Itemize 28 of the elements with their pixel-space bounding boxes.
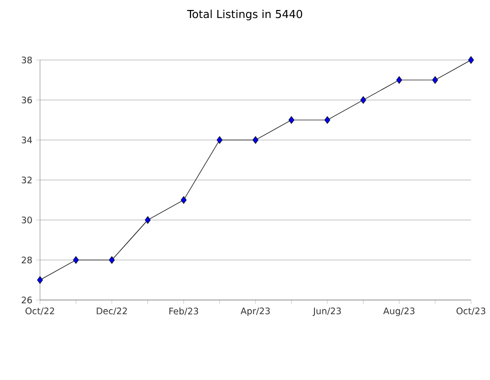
point xyxy=(468,56,474,64)
x-tick-label: Oct/23 xyxy=(456,308,486,315)
y-tick-label: 36 xyxy=(22,96,32,104)
y-tick-label: 26 xyxy=(22,296,32,304)
y-tick-label: 34 xyxy=(22,136,32,144)
point xyxy=(180,196,187,204)
y-tick-label: 32 xyxy=(22,176,32,184)
x-tick-label: Feb/23 xyxy=(169,308,198,316)
y-tick-label: 30 xyxy=(22,216,32,224)
x-tick-label: Apr/23 xyxy=(240,308,270,316)
point xyxy=(216,136,223,144)
x-tick-label: Dec/22 xyxy=(96,308,127,315)
x-tick-label: Jun/23 xyxy=(312,308,341,316)
y-tick-label: 38 xyxy=(22,56,32,64)
point xyxy=(288,116,294,124)
point xyxy=(37,276,43,284)
point xyxy=(252,136,258,144)
point xyxy=(324,116,330,124)
point xyxy=(360,96,366,104)
point xyxy=(144,216,151,224)
chart-title: Total Listings in 5440 xyxy=(187,10,302,20)
point xyxy=(108,256,115,264)
point xyxy=(432,76,438,84)
point xyxy=(396,76,402,84)
point xyxy=(73,256,79,264)
x-tick-label: Aug/23 xyxy=(383,308,414,316)
y-tick-label: 28 xyxy=(22,256,32,264)
x-tick-label: Oct/22 xyxy=(26,308,54,315)
